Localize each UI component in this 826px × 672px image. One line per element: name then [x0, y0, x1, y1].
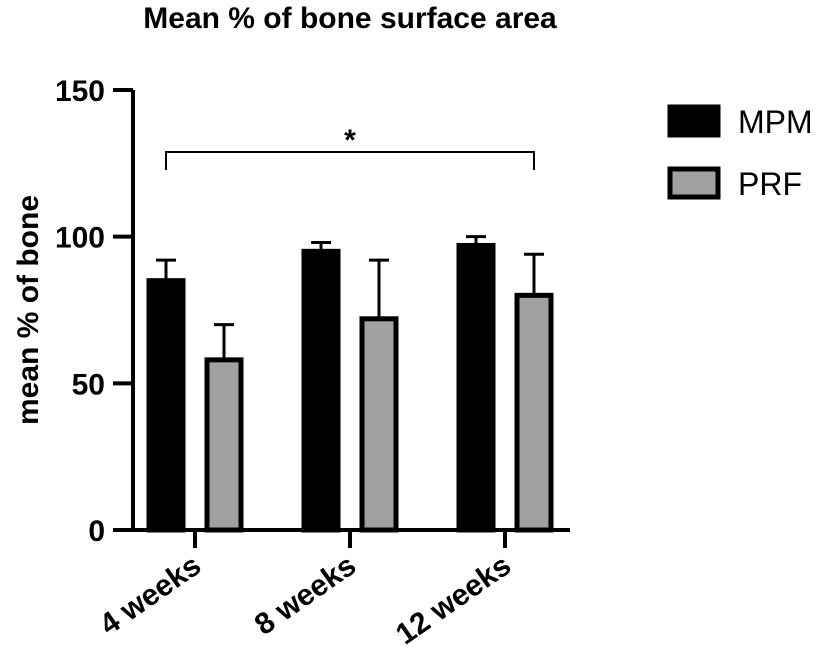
- x-tick-label: 12 weeks: [390, 549, 517, 652]
- y-tick-label: 0: [88, 515, 105, 548]
- y-tick-label: 150: [55, 75, 105, 108]
- bar-mpm: [146, 278, 186, 533]
- significance-bracket: *: [165, 124, 535, 170]
- bar-prf: [359, 316, 399, 533]
- y-axis-label: mean % of bone: [12, 195, 45, 425]
- error-bars-group: [156, 235, 544, 360]
- x-axis: 4 weeks 8 weeks 12 weeks: [94, 528, 570, 652]
- legend: MPM PRF: [667, 104, 813, 202]
- bar-mpm: [301, 248, 341, 533]
- legend-label-prf: PRF: [738, 166, 802, 202]
- legend-label-mpm: MPM: [738, 104, 813, 140]
- x-tick-label: 8 weeks: [249, 549, 362, 642]
- bars-group: [146, 242, 554, 533]
- legend-swatch-mpm: [667, 104, 721, 138]
- bar-prf: [204, 357, 244, 533]
- y-tick-label: 50: [72, 368, 105, 401]
- bar-prf: [514, 292, 554, 533]
- chart-title: Mean % of bone surface area: [143, 2, 557, 35]
- y-axis: 0 50 100 150: [55, 75, 135, 548]
- y-tick-label: 100: [55, 222, 105, 255]
- x-tick-label: 4 weeks: [94, 549, 207, 642]
- significance-line: [165, 151, 535, 170]
- bar-mpm: [456, 242, 496, 533]
- significance-star: *: [344, 124, 356, 157]
- legend-swatch-prf: [667, 166, 721, 200]
